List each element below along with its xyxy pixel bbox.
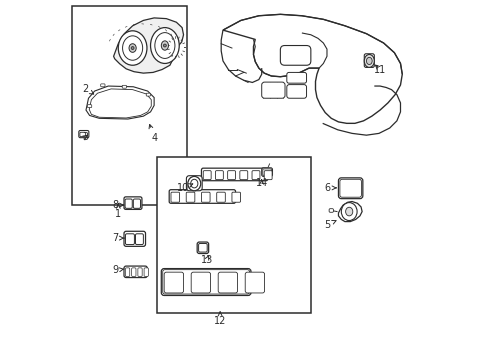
FancyBboxPatch shape [79, 131, 89, 138]
FancyBboxPatch shape [280, 45, 310, 65]
FancyBboxPatch shape [124, 266, 147, 278]
FancyBboxPatch shape [133, 199, 140, 208]
Ellipse shape [190, 179, 198, 188]
Polygon shape [338, 202, 362, 222]
FancyBboxPatch shape [122, 85, 126, 88]
FancyBboxPatch shape [261, 168, 272, 176]
Text: 13: 13 [200, 255, 213, 265]
Bar [72, 6, 187, 205]
FancyBboxPatch shape [163, 270, 249, 294]
FancyBboxPatch shape [186, 192, 194, 202]
FancyBboxPatch shape [201, 168, 267, 181]
Polygon shape [89, 89, 151, 118]
FancyBboxPatch shape [125, 268, 129, 276]
FancyBboxPatch shape [328, 209, 333, 212]
FancyBboxPatch shape [144, 268, 148, 276]
FancyBboxPatch shape [124, 231, 145, 246]
Ellipse shape [366, 57, 371, 64]
FancyBboxPatch shape [125, 234, 134, 244]
FancyBboxPatch shape [218, 272, 237, 293]
FancyBboxPatch shape [216, 192, 225, 202]
FancyBboxPatch shape [146, 93, 150, 96]
Ellipse shape [345, 207, 352, 216]
Ellipse shape [155, 33, 175, 58]
Polygon shape [86, 86, 154, 119]
Text: 3: 3 [81, 132, 88, 142]
FancyBboxPatch shape [169, 190, 235, 203]
Text: 5: 5 [323, 220, 335, 230]
FancyBboxPatch shape [87, 105, 92, 108]
FancyBboxPatch shape [262, 169, 271, 175]
FancyBboxPatch shape [198, 243, 207, 252]
FancyBboxPatch shape [239, 171, 247, 180]
FancyBboxPatch shape [101, 84, 105, 87]
Text: 14: 14 [255, 178, 267, 188]
Polygon shape [223, 14, 402, 123]
FancyBboxPatch shape [286, 72, 306, 83]
FancyBboxPatch shape [286, 85, 306, 98]
FancyBboxPatch shape [164, 272, 183, 293]
FancyBboxPatch shape [203, 171, 211, 180]
FancyBboxPatch shape [251, 171, 260, 180]
Ellipse shape [161, 41, 168, 50]
Text: 6: 6 [323, 183, 335, 193]
FancyBboxPatch shape [161, 269, 250, 296]
FancyBboxPatch shape [261, 82, 285, 98]
FancyBboxPatch shape [186, 176, 202, 191]
Ellipse shape [187, 176, 201, 191]
FancyBboxPatch shape [231, 192, 240, 202]
Bar [156, 157, 310, 313]
FancyBboxPatch shape [135, 234, 143, 244]
Ellipse shape [118, 31, 147, 65]
FancyBboxPatch shape [244, 272, 264, 293]
Ellipse shape [131, 46, 134, 49]
Ellipse shape [122, 36, 142, 60]
Ellipse shape [163, 44, 166, 47]
Text: 4: 4 [149, 125, 157, 143]
FancyBboxPatch shape [80, 132, 85, 136]
FancyBboxPatch shape [124, 197, 142, 210]
FancyBboxPatch shape [138, 268, 142, 276]
Polygon shape [113, 18, 183, 73]
FancyBboxPatch shape [171, 192, 179, 202]
FancyBboxPatch shape [338, 178, 362, 199]
Text: 2: 2 [81, 84, 94, 94]
Ellipse shape [129, 44, 136, 52]
FancyBboxPatch shape [191, 272, 210, 293]
FancyBboxPatch shape [215, 171, 223, 180]
Text: 1: 1 [115, 203, 121, 219]
Ellipse shape [364, 54, 373, 67]
FancyBboxPatch shape [264, 171, 271, 180]
FancyBboxPatch shape [339, 179, 361, 197]
FancyBboxPatch shape [131, 268, 136, 276]
Text: 7: 7 [112, 233, 124, 243]
FancyBboxPatch shape [364, 54, 373, 67]
Text: 9: 9 [112, 265, 124, 275]
Ellipse shape [150, 28, 179, 63]
Text: 8: 8 [112, 200, 124, 210]
FancyBboxPatch shape [227, 171, 235, 180]
FancyBboxPatch shape [197, 242, 208, 253]
FancyBboxPatch shape [125, 199, 132, 208]
FancyBboxPatch shape [201, 192, 210, 202]
Ellipse shape [341, 203, 356, 221]
Text: 12: 12 [213, 312, 226, 325]
Text: 10: 10 [177, 183, 192, 193]
Text: 11: 11 [373, 64, 386, 75]
